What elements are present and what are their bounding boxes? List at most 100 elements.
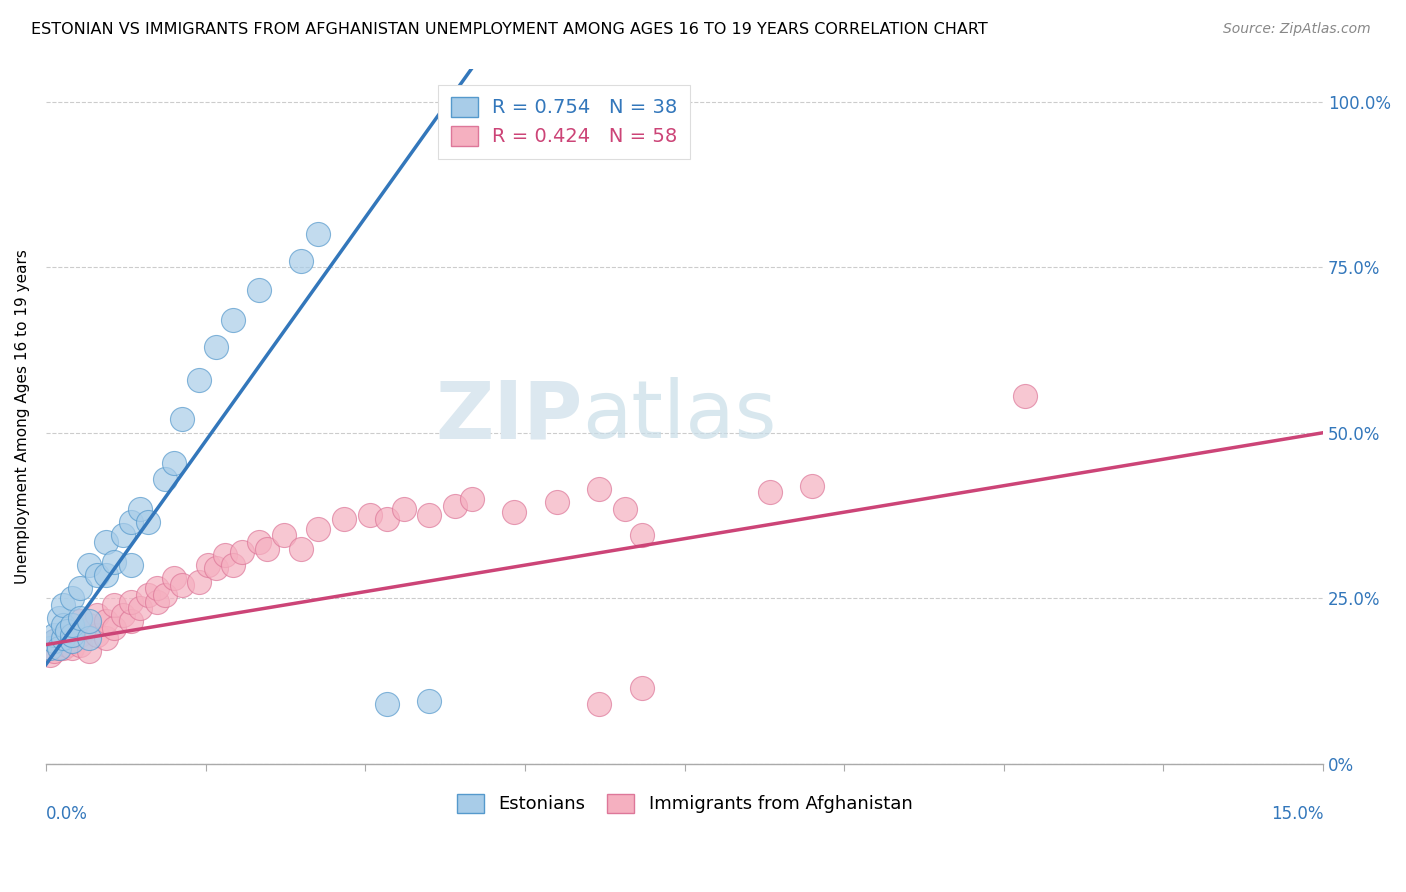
Point xyxy=(60,628,83,642)
Point xyxy=(52,598,75,612)
Point xyxy=(273,528,295,542)
Point xyxy=(418,508,440,523)
Point xyxy=(44,628,66,642)
Point xyxy=(39,648,62,662)
Point xyxy=(375,697,398,711)
Point xyxy=(588,697,610,711)
Point xyxy=(77,617,100,632)
Point xyxy=(69,611,91,625)
Point xyxy=(103,555,125,569)
Text: atlas: atlas xyxy=(582,377,776,455)
Point xyxy=(613,501,636,516)
Point xyxy=(247,535,270,549)
Point xyxy=(197,558,219,573)
Point xyxy=(290,253,312,268)
Point xyxy=(77,644,100,658)
Point xyxy=(290,541,312,556)
Point xyxy=(69,582,91,596)
Point xyxy=(631,681,654,695)
Point xyxy=(69,638,91,652)
Point xyxy=(120,594,142,608)
Point xyxy=(222,313,245,327)
Point xyxy=(44,634,66,648)
Point xyxy=(163,456,186,470)
Point xyxy=(103,621,125,635)
Point xyxy=(86,568,108,582)
Point xyxy=(48,611,70,625)
Point xyxy=(392,501,415,516)
Point xyxy=(52,631,75,645)
Point xyxy=(77,615,100,629)
Point xyxy=(153,588,176,602)
Point xyxy=(52,631,75,645)
Point xyxy=(247,284,270,298)
Point xyxy=(188,373,211,387)
Point xyxy=(188,574,211,589)
Point xyxy=(52,617,75,632)
Point xyxy=(56,638,79,652)
Point xyxy=(39,640,62,655)
Point xyxy=(77,558,100,573)
Point xyxy=(120,615,142,629)
Point xyxy=(128,601,150,615)
Text: Source: ZipAtlas.com: Source: ZipAtlas.com xyxy=(1223,22,1371,37)
Point xyxy=(1014,389,1036,403)
Point xyxy=(153,472,176,486)
Point xyxy=(307,227,329,241)
Point xyxy=(120,515,142,529)
Point xyxy=(128,501,150,516)
Point xyxy=(801,479,824,493)
Point xyxy=(307,522,329,536)
Text: 0.0%: 0.0% xyxy=(46,805,87,823)
Point xyxy=(94,615,117,629)
Point xyxy=(172,412,194,426)
Point xyxy=(94,568,117,582)
Point xyxy=(77,631,100,645)
Point xyxy=(69,615,91,629)
Text: ZIP: ZIP xyxy=(434,377,582,455)
Point xyxy=(48,640,70,655)
Point xyxy=(546,495,568,509)
Point xyxy=(418,694,440,708)
Point xyxy=(214,548,236,562)
Point xyxy=(231,545,253,559)
Point xyxy=(94,631,117,645)
Point xyxy=(136,515,159,529)
Point xyxy=(172,578,194,592)
Point xyxy=(588,482,610,496)
Point xyxy=(94,535,117,549)
Y-axis label: Unemployment Among Ages 16 to 19 years: Unemployment Among Ages 16 to 19 years xyxy=(15,249,30,583)
Point xyxy=(86,628,108,642)
Point xyxy=(460,491,482,506)
Point xyxy=(145,594,167,608)
Text: ESTONIAN VS IMMIGRANTS FROM AFGHANISTAN UNEMPLOYMENT AMONG AGES 16 TO 19 YEARS C: ESTONIAN VS IMMIGRANTS FROM AFGHANISTAN … xyxy=(31,22,987,37)
Point xyxy=(503,505,526,519)
Point xyxy=(60,591,83,606)
Point xyxy=(443,499,465,513)
Point xyxy=(120,558,142,573)
Point xyxy=(758,485,780,500)
Point xyxy=(103,598,125,612)
Point xyxy=(44,644,66,658)
Point xyxy=(60,634,83,648)
Point xyxy=(86,607,108,622)
Point xyxy=(375,512,398,526)
Legend: Estonians, Immigrants from Afghanistan: Estonians, Immigrants from Afghanistan xyxy=(446,783,924,824)
Point xyxy=(205,561,228,575)
Point xyxy=(205,340,228,354)
Point xyxy=(631,528,654,542)
Point xyxy=(136,588,159,602)
Point xyxy=(69,628,91,642)
Point xyxy=(145,582,167,596)
Point xyxy=(256,541,278,556)
Point xyxy=(60,640,83,655)
Point xyxy=(52,640,75,655)
Point xyxy=(56,624,79,639)
Point xyxy=(48,640,70,655)
Point xyxy=(44,634,66,648)
Point xyxy=(60,617,83,632)
Point xyxy=(222,558,245,573)
Point xyxy=(60,628,83,642)
Point xyxy=(111,528,134,542)
Point xyxy=(359,508,381,523)
